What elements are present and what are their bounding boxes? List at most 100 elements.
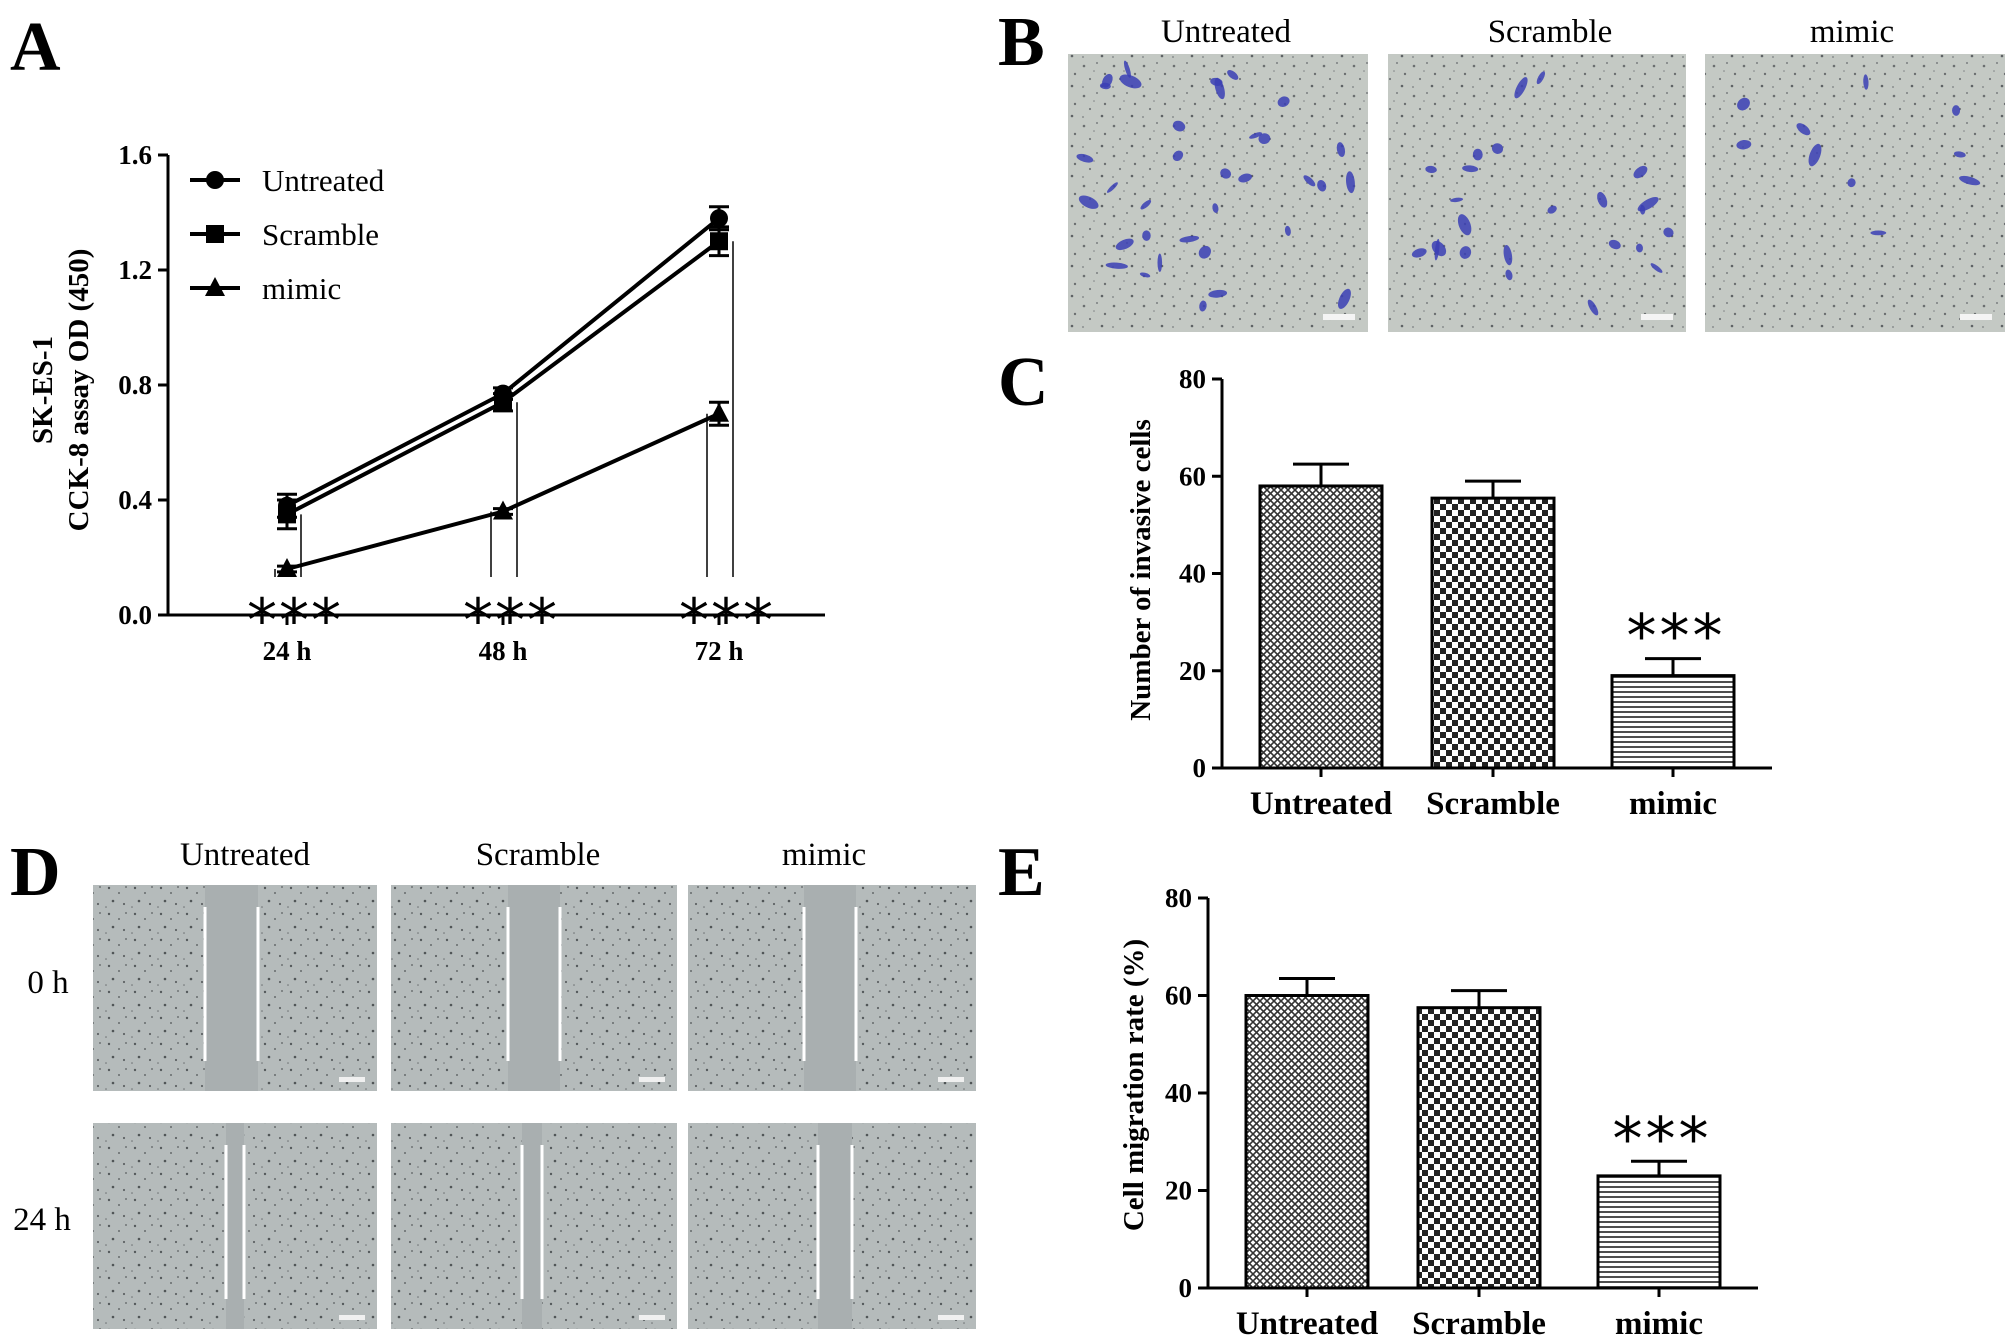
invaded-cell: [1450, 197, 1464, 203]
invaded-cell: [1105, 262, 1128, 269]
invaded-cell: [1459, 246, 1472, 259]
invaded-cell: [1633, 165, 1648, 179]
data-point-square: [206, 225, 224, 243]
invaded-cell: [1796, 123, 1811, 136]
invasion-micrograph: [1068, 54, 1368, 332]
invaded-cell: [1462, 165, 1479, 173]
invaded-cell: [1106, 182, 1118, 193]
y-tick-label: 80: [1179, 364, 1206, 394]
invasion-image-label: Scramble: [1488, 14, 1613, 50]
significance-stars: ***: [463, 586, 559, 656]
invaded-cell: [1303, 175, 1316, 187]
invaded-cell: [1547, 205, 1557, 214]
y-tick-label: 1.6: [118, 140, 152, 170]
series-line-untreated: [286, 216, 721, 508]
invaded-cell: [1663, 227, 1674, 238]
wound-row-label: 24 h: [13, 1202, 71, 1238]
invaded-cell: [1808, 143, 1822, 167]
y-tick-label: 0: [1179, 1273, 1193, 1303]
y-tick-label: 1.2: [118, 255, 152, 285]
invaded-cell: [1317, 179, 1327, 192]
y-tick-label: 80: [1165, 883, 1192, 913]
scale-bar: [938, 1315, 964, 1320]
y-axis-label-line1: SK-ES-1: [27, 336, 59, 444]
data-point-circle: [710, 209, 728, 228]
wound-column-label: Untreated: [180, 837, 311, 873]
bar-untreated: [1258, 484, 1384, 770]
invasion-image-label: Untreated: [1161, 14, 1292, 50]
wound-healing-images: Untreated Scramble mimic 0 h 24 h: [13, 837, 976, 1329]
wound-gap: [804, 885, 856, 1091]
x-tick-label: 24 h: [263, 636, 312, 666]
data-point-square: [494, 393, 512, 412]
wound-row-label: 0 h: [27, 965, 69, 1001]
data-point-triangle: [205, 277, 225, 296]
y-axis-label-line2: CCK-8 assay OD (450): [63, 249, 95, 532]
invasion-micrograph: [1388, 54, 1686, 332]
x-tick-label: Untreated: [1250, 786, 1392, 822]
invaded-cell: [1139, 272, 1151, 278]
panel-label-c: C: [998, 344, 1049, 421]
invaded-cell: [1863, 74, 1869, 90]
data-point-triangle: [277, 558, 297, 577]
invasion-micrograph: [1705, 54, 2005, 332]
invaded-cell: [1411, 248, 1427, 258]
data-point-triangle: [709, 402, 729, 422]
invasion-images: Untreated Scramble mimic: [1068, 14, 2005, 332]
invaded-cell: [1491, 143, 1504, 154]
invaded-cell: [1142, 230, 1151, 241]
invaded-cell: [1258, 133, 1271, 145]
invaded-cell: [1505, 269, 1513, 281]
invaded-cell: [1208, 289, 1228, 298]
invaded-cell: [1737, 97, 1750, 111]
x-tick-label: 48 h: [479, 636, 528, 666]
invaded-cell: [1425, 165, 1437, 174]
invaded-cell: [1249, 132, 1263, 139]
invaded-cell: [1157, 253, 1163, 273]
invaded-cell: [1076, 153, 1094, 163]
x-tick-label: mimic: [1615, 1306, 1703, 1339]
invaded-cell: [1457, 214, 1472, 236]
wound-gap: [522, 1123, 542, 1329]
panel-label-e: E: [998, 834, 1045, 911]
invaded-cell: [1119, 74, 1142, 89]
scale-bar: [1641, 314, 1673, 320]
legend-label: mimic: [262, 271, 341, 306]
y-tick-label: 40: [1179, 559, 1206, 589]
data-point-square: [278, 505, 296, 524]
invaded-cell: [1179, 235, 1200, 243]
panel-label-d: D: [10, 834, 61, 911]
invaded-cell: [1099, 82, 1111, 90]
invaded-cell: [1115, 238, 1134, 251]
wound-column-label: mimic: [782, 837, 866, 873]
invaded-cell: [1284, 225, 1291, 236]
y-tick-label: 40: [1165, 1078, 1192, 1108]
scale-bar: [1323, 314, 1355, 320]
invaded-cell: [1650, 263, 1663, 273]
y-tick-label: 60: [1179, 461, 1206, 491]
y-tick-label: 0: [1193, 753, 1207, 783]
invaded-cell: [1140, 199, 1152, 210]
invaded-cell: [1953, 151, 1966, 158]
y-tick-label: 0.0: [118, 600, 152, 630]
legend-label: Scramble: [262, 217, 379, 252]
invaded-cell: [1608, 239, 1621, 250]
significance-stars: ***: [1627, 602, 1726, 672]
invaded-cell: [1514, 77, 1528, 99]
x-tick-label: Scramble: [1412, 1306, 1546, 1339]
invaded-cell: [1345, 171, 1355, 194]
bar-chart-invasive-cells: Number of invasive cells 0 20 40 60 80 Untrea…: [1125, 364, 1772, 822]
invaded-cell: [1238, 173, 1252, 183]
legend-label: Untreated: [262, 163, 385, 198]
scale-bar: [339, 1315, 365, 1320]
invaded-cell: [1337, 288, 1351, 309]
bar-scramble: [1430, 496, 1556, 770]
scale-bar: [639, 1315, 665, 1320]
y-axis-label: Number of invasive cells: [1125, 419, 1157, 721]
data-point-square: [710, 232, 728, 251]
series-line-mimic: [286, 411, 720, 571]
significance-stars: ***: [247, 586, 343, 656]
invaded-cell: [1472, 148, 1483, 161]
bar-scramble: [1416, 1006, 1542, 1290]
